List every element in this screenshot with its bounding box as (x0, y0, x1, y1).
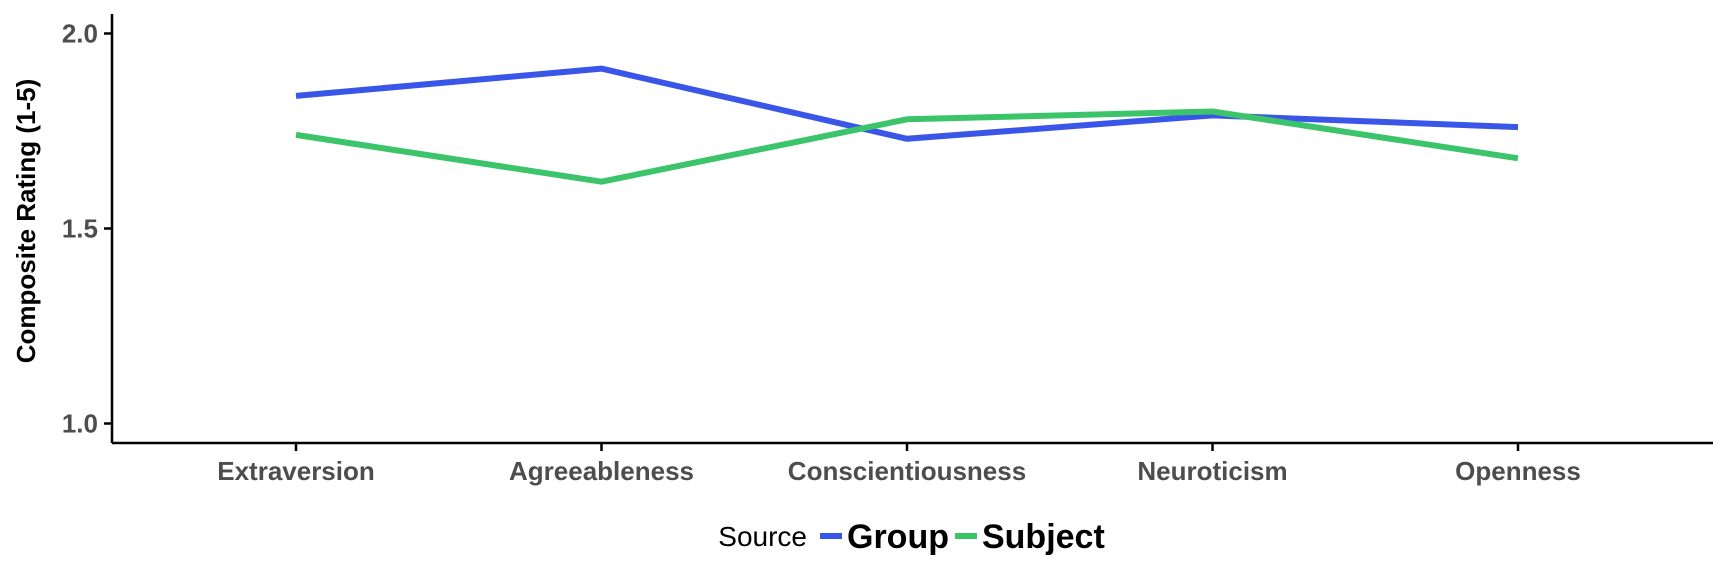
x-tick-label: Openness (1455, 456, 1581, 486)
y-tick-label: 1.0 (62, 409, 98, 439)
x-tick-label: Extraversion (217, 456, 375, 486)
x-tick-label: Conscientiousness (788, 456, 1026, 486)
y-axis: 1.0 1.5 2.0 (62, 14, 114, 443)
y-tick-label: 1.5 (62, 214, 98, 244)
legend-title: Source (718, 521, 807, 552)
x-tick-label: Neuroticism (1137, 456, 1287, 486)
legend-label-subject: Subject (982, 518, 1105, 556)
legend-label-group: Group (847, 518, 949, 556)
y-tick-label: 2.0 (62, 19, 98, 49)
x-axis: Extraversion Agreeableness Conscientiousne… (112, 441, 1713, 486)
series-line-subject (295, 108, 1519, 185)
series-line-group (295, 65, 1519, 142)
legend: Source Group Subject (718, 518, 1105, 556)
y-axis-title: Composite Rating (1-5) (11, 79, 41, 364)
series-lines (295, 65, 1519, 185)
x-tick-label: Agreeableness (509, 456, 694, 486)
